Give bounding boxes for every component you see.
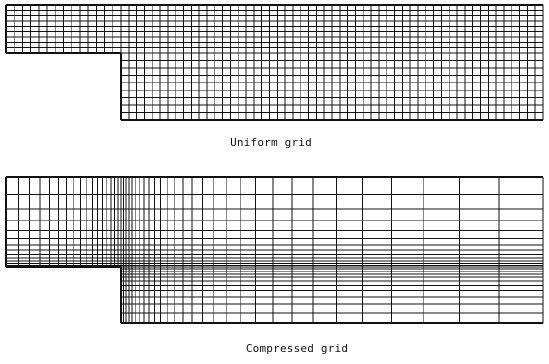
compressed-grid-caption: Compressed grid <box>245 342 349 355</box>
uniform-grid-mesh <box>5 4 544 121</box>
compressed-grid-mesh <box>5 176 544 324</box>
uniform-grid-caption: Uniform grid <box>230 136 312 149</box>
